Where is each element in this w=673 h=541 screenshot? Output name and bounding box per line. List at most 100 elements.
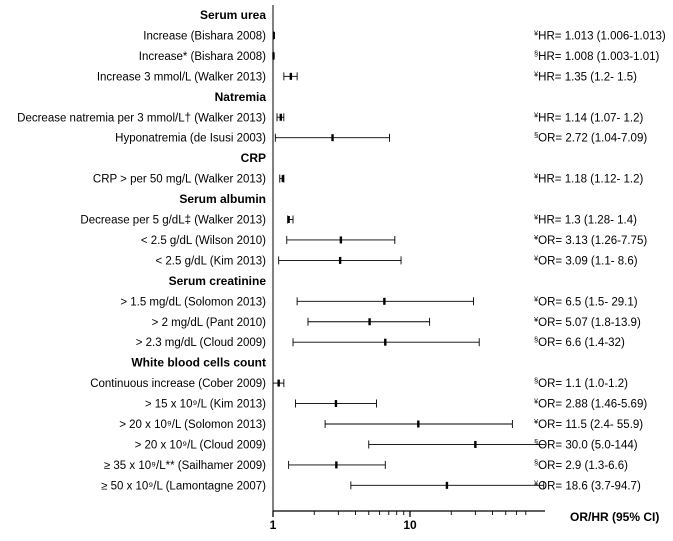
forest-row: < 2.5 g/dL (Wilson 2010) ¥OR= 3.13 (1.26-…	[141, 233, 648, 247]
point-estimate	[368, 318, 371, 326]
forest-row: < 2.5 g/dL (Kim 2013) ¥OR= 3.09 (1.1- 8.6…	[156, 253, 638, 267]
estimate-text: §HR= 1.008 (1.003-1.01)	[534, 49, 659, 63]
point-estimate	[334, 400, 338, 408]
estimate-symbol: ¥	[534, 233, 539, 242]
estimate-value: OR= 6.5 (1.5- 29.1)	[538, 296, 638, 308]
estimate-value: HR= 1.35 (1.2- 1.5)	[538, 71, 637, 83]
group-header-label: White blood cells count	[131, 356, 266, 370]
forest-row: ≥ 35 x 10⁹/L** (Sailhamer 2009) §OR= 2.9 …	[104, 458, 628, 472]
group-header-label: Serum urea	[200, 8, 266, 22]
group-header: Serum creatinine	[169, 274, 267, 288]
point-estimate	[289, 72, 293, 80]
point-estimate	[281, 175, 285, 183]
estimate-text: ¥HR= 1.35 (1.2- 1.5)	[534, 69, 637, 83]
forest-row: Increase 3 mmol/L (Walker 2013) ¥HR= 1.35…	[97, 69, 637, 83]
estimate-text: §OR= 2.9 (1.3-6.6)	[534, 458, 628, 472]
estimate-symbol: ¥	[534, 478, 539, 487]
tick-label: 1	[270, 518, 277, 532]
estimate-value: OR= 1.1 (1.0-1.2)	[538, 378, 628, 390]
point-estimate	[287, 216, 290, 223]
estimate-value: OR= 2.9 (1.3-6.6)	[538, 460, 628, 472]
forest-row: Hyponatremia (de Isusi 2003) §OR= 2.72 (1…	[115, 131, 647, 145]
estimate-text: ¥HR= 1.18 (1.12- 1.2)	[534, 172, 643, 186]
point-estimate	[445, 481, 449, 489]
estimate-value: OR= 2.72 (1.04-7.09)	[538, 133, 647, 145]
point-estimate	[474, 440, 477, 448]
estimate-symbol: §	[534, 376, 538, 385]
point-estimate	[383, 297, 386, 305]
point-estimate	[279, 113, 282, 121]
group-header: CRP	[241, 151, 266, 165]
estimate-symbol: §	[534, 49, 538, 58]
forest-row: Decrease natremia per 3 mmol/L† (Walker …	[17, 110, 643, 124]
x-axis-label: OR/HR (95% CI)	[570, 510, 659, 524]
study-label: ≥ 50 x 10⁹/L (Lamontagne 2007)	[101, 480, 266, 492]
estimate-value: HR= 1.3 (1.28- 1.4)	[538, 215, 637, 227]
study-label: CRP > per 50 mg/L (Walker 2013)	[93, 174, 266, 186]
estimate-text: ¥OR= 2.88 (1.46-5.69)	[534, 397, 647, 411]
study-label: Increase* (Bishara 2008)	[139, 51, 266, 63]
point-estimate	[331, 134, 334, 142]
estimate-symbol: ¥	[534, 213, 539, 222]
forest-row: > 2.3 mg/dL (Cloud 2009) §OR= 6.6 (1.4-32…	[136, 335, 625, 349]
estimate-text: ¥OR= 11.5 (2.4- 55.9)	[534, 417, 643, 431]
point-estimate	[384, 338, 387, 346]
estimate-text: ¥HR= 1.14 (1.07- 1.2)	[534, 110, 643, 124]
estimate-symbol: ¥	[534, 294, 539, 303]
estimate-value: OR= 30.0 (5.0-144)	[538, 439, 638, 451]
forest-row: Continuous increase (Cober 2009) §OR= 1.1…	[90, 376, 628, 390]
point-estimate	[417, 420, 420, 428]
estimate-symbol: ¥	[534, 417, 539, 426]
study-label: > 1.5 mg/dL (Solomon 2013)	[120, 296, 266, 308]
study-label: Increase (Bishara 2008)	[143, 30, 266, 42]
estimate-value: OR= 5.07 (1.8-13.9)	[538, 317, 641, 329]
study-label: Hyponatremia (de Isusi 2003)	[115, 133, 266, 145]
study-label: < 2.5 g/dL (Kim 2013)	[156, 255, 267, 267]
estimate-text: §OR= 2.72 (1.04-7.09)	[534, 131, 647, 145]
forest-row: > 20 x 10⁹/L (Cloud 2009) §OR= 30.0 (5.0-…	[135, 437, 638, 451]
estimate-symbol: ¥	[534, 315, 539, 324]
group-header: White blood cells count	[131, 356, 266, 370]
estimate-text: §OR= 30.0 (5.0-144)	[534, 437, 638, 451]
point-estimate	[339, 236, 343, 244]
estimate-symbol: ¥	[534, 397, 539, 406]
forest-row: > 1.5 mg/dL (Solomon 2013) ¥OR= 6.5 (1.5-…	[120, 294, 637, 308]
study-label-suffix: (Walker 2013)	[191, 112, 266, 124]
study-label: Decrease per 5 g/dL‡ (Walker 2013)	[80, 215, 266, 227]
estimate-symbol: ¥	[534, 28, 539, 37]
estimate-symbol: ¥	[534, 69, 539, 78]
study-label: > 2.3 mg/dL (Cloud 2009)	[136, 337, 266, 349]
estimate-text: ¥OR= 3.13 (1.26-7.75)	[534, 233, 647, 247]
forest-row: CRP > per 50 mg/L (Walker 2013) ¥HR= 1.18…	[93, 172, 644, 186]
estimate-value: HR= 1.18 (1.12- 1.2)	[538, 174, 643, 186]
estimate-value: OR= 6.6 (1.4-32)	[538, 337, 625, 349]
group-header: Serum urea	[200, 8, 266, 22]
forest-row: > 15 x 10⁹/L (Kim 2013) ¥OR= 2.88 (1.46-5…	[145, 397, 648, 411]
estimate-symbol: §	[534, 437, 538, 446]
forest-row: Increase (Bishara 2008) ¥HR= 1.013 (1.006…	[143, 28, 666, 42]
estimate-text: ¥OR= 6.5 (1.5- 29.1)	[534, 294, 638, 308]
forest-row: > 2 mg/dL (Pant 2010) ¥OR= 5.07 (1.8-13.9…	[152, 315, 641, 329]
estimate-text: §OR= 1.1 (1.0-1.2)	[534, 376, 628, 390]
forest-row: Increase* (Bishara 2008) §HR= 1.008 (1.00…	[139, 49, 660, 63]
point-estimate	[338, 256, 342, 264]
forest-row: ≥ 50 x 10⁹/L (Lamontagne 2007) ¥OR= 18.6 …	[101, 478, 641, 492]
study-label: ≥ 35 x 10⁹/L** (Sailhamer 2009)	[104, 460, 266, 472]
estimate-value: OR= 2.88 (1.46-5.69)	[538, 399, 647, 411]
study-label: Increase 3 mmol/L (Walker 2013)	[97, 71, 266, 83]
forest-row: Decrease per 5 g/dL‡ (Walker 2013) ¥HR= 1…	[80, 213, 637, 227]
forest-row: > 20 x 10⁹/L (Solomon 2013) ¥OR= 11.5 (2.…	[119, 417, 643, 431]
estimate-symbol: §	[534, 458, 538, 467]
estimate-symbol: §	[534, 335, 538, 344]
point-estimate	[272, 31, 275, 39]
group-header-label: Natremia	[215, 90, 267, 104]
x-axis: 1 10	[270, 5, 545, 532]
tick-label: 10	[403, 518, 417, 532]
estimate-value: HR= 1.14 (1.07- 1.2)	[538, 112, 643, 124]
estimate-value: OR= 18.6 (3.7-94.7)	[538, 480, 641, 492]
estimate-value: HR= 1.013 (1.006-1.013)	[538, 30, 666, 42]
estimate-symbol: ¥	[534, 172, 539, 181]
study-label: Decrease natremia per 3 mmol/L† (Walker …	[17, 112, 266, 124]
